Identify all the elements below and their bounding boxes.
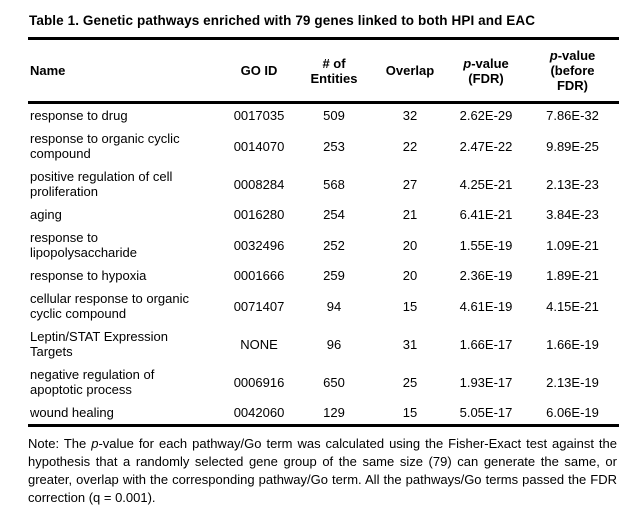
column-header-name: Name [28,38,224,104]
cell-go-id: 0001666 [233,268,285,283]
column-header-overlap: Overlap [374,38,446,104]
cell-entities: 129 [323,405,345,420]
cell-overlap: 31 [402,336,418,352]
column-header-go-id: GO ID [224,38,294,104]
cell-go-id: 0016280 [233,207,285,222]
table-row: cellular response to organic cyclic comp… [28,287,619,325]
cell-entities: 94 [326,298,342,314]
cell-p-value-before-fdr: 3.84E-23 [546,207,599,222]
cell-name: Leptin/STAT Expression Targets [30,329,169,359]
cell-go-id: 0017035 [233,108,285,123]
table-row: positive regulation of cell proliferatio… [28,165,619,203]
table-row: Leptin/STAT Expression Targets NONE 96 31 1.… [28,325,619,363]
cell-overlap: 21 [402,207,418,222]
table-row: response to organic cyclic compound 00140… [28,127,619,165]
table-row: aging 0016280 254 21 6.41E-21 3.84E-23 [28,203,619,226]
header-row: Name GO ID # of Entities Overlap p-value (FD… [28,38,619,104]
cell-name: wound healing [30,405,114,420]
cell-entities: 96 [326,336,342,352]
table-body: response to drug 0017035 509 32 2.62E-29 7.86… [28,103,619,426]
paper-table-figure: Table 1. Genetic pathways enriched with … [28,13,619,505]
cell-overlap: 20 [402,237,418,253]
cell-name: negative regulation of apoptotic process [30,367,155,397]
table-row: wound healing 0042060 129 15 5.05E-17 6.06E-1… [28,401,619,426]
cell-overlap: 25 [402,374,418,390]
cell-name: positive regulation of cell proliferatio… [30,169,173,199]
cell-entities: 252 [323,237,345,253]
cell-p-value-before-fdr: 2.13E-23 [546,176,599,192]
table-note: Note: The p-value for each pathway/Go te… [28,436,617,505]
cell-p-value-fdr: 6.41E-21 [459,207,513,222]
cell-p-value-fdr: 2.36E-19 [459,268,513,283]
cell-p-value-before-fdr: 9.89E-25 [546,138,599,154]
column-header-p-value-before-fdr: p-value (before FDR) [526,38,619,104]
cell-p-value-fdr: 4.25E-21 [459,176,513,192]
table-row: response to drug 0017035 509 32 2.62E-29 7.86… [28,103,619,128]
cell-entities: 509 [323,108,345,123]
cell-go-id: 0071407 [233,298,285,314]
table-title: Table 1. Genetic pathways enriched with … [29,13,536,28]
cell-p-value-before-fdr: 4.15E-21 [546,298,599,314]
cell-go-id: 0032496 [233,237,285,253]
column-header-p-value-fdr: p-value (FDR) [446,38,526,104]
cell-name: response to drug [30,108,128,123]
cell-entities: 650 [323,374,345,390]
cell-name: response to hypoxia [30,268,147,283]
cell-go-id: 0008284 [233,176,285,192]
cell-name: aging [30,207,62,222]
table-row: negative regulation of apoptotic process… [28,363,619,401]
cell-p-value-before-fdr: 2.13E-19 [546,374,599,390]
cell-go-id: NONE [240,336,278,352]
cell-overlap: 15 [402,298,418,314]
cell-p-value-fdr: 1.55E-19 [459,237,513,253]
cell-p-value-before-fdr: 1.66E-19 [546,336,599,352]
cell-overlap: 27 [402,176,418,192]
cell-p-value-fdr: 1.93E-17 [459,374,513,390]
cell-p-value-fdr: 2.62E-29 [459,108,513,123]
cell-name: cellular response to organic cyclic comp… [30,291,189,321]
cell-overlap: 22 [402,138,418,154]
table-header: Name GO ID # of Entities Overlap p-value (FD… [28,38,619,104]
table-row: response to hypoxia 0001666 259 20 2.36E-19 1… [28,264,619,287]
cell-go-id: 0042060 [233,405,285,420]
cell-entities: 568 [323,176,345,192]
column-header-entities: # of Entities [294,38,374,104]
cell-p-value-fdr: 1.66E-17 [459,336,513,352]
cell-p-value-before-fdr: 7.86E-32 [546,108,599,123]
cell-overlap: 20 [402,268,418,283]
pathways-table: Name GO ID # of Entities Overlap p-value (FD… [28,37,619,427]
cell-go-id: 0006916 [233,374,285,390]
cell-p-value-before-fdr: 1.89E-21 [546,268,599,283]
cell-p-value-fdr: 5.05E-17 [459,405,513,420]
cell-overlap: 32 [402,108,418,123]
cell-name: response to organic cyclic compound [30,131,180,161]
table-row: response to lipopolysaccharide 0032496 252… [28,226,619,264]
cell-name: response to lipopolysaccharide [30,230,137,260]
cell-p-value-fdr: 2.47E-22 [459,138,513,154]
cell-overlap: 15 [402,405,418,420]
cell-p-value-fdr: 4.61E-19 [459,298,513,314]
cell-entities: 259 [323,268,345,283]
cell-p-value-before-fdr: 6.06E-19 [546,405,599,420]
cell-entities: 254 [323,207,345,222]
cell-entities: 253 [323,138,345,154]
cell-go-id: 0014070 [233,138,285,154]
cell-p-value-before-fdr: 1.09E-21 [546,237,599,253]
